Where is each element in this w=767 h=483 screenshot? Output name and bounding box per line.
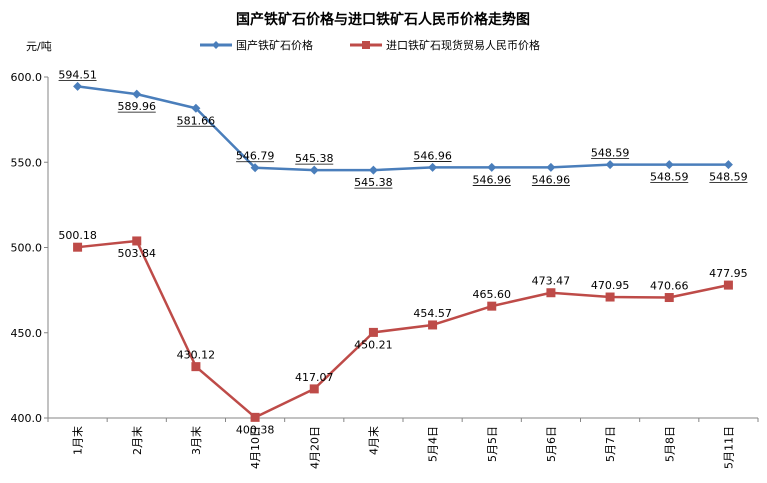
data-label: 545.38 (354, 176, 393, 189)
x-tick-label: 5月11日 (722, 426, 735, 469)
series-2-point (605, 292, 615, 302)
series-1-point (487, 162, 497, 172)
data-label: 450.21 (354, 338, 393, 351)
data-label: 477.95 (709, 267, 748, 280)
series-2-point (664, 293, 674, 303)
data-label: 546.96 (532, 173, 571, 186)
chart-title: 国产铁矿石价格与进口铁矿石人民币价格走势图 (236, 11, 530, 28)
data-label: 400.38 (236, 423, 275, 436)
series-2-point (428, 320, 438, 330)
series-2-point (73, 242, 83, 252)
x-tick-label: 5月8日 (663, 426, 676, 462)
series-1-point (664, 160, 674, 170)
y-axis-label: 元/吨 (26, 40, 52, 53)
x-tick-label: 4月10日 (249, 426, 262, 469)
series-2-point (132, 236, 142, 246)
data-label: 503.84 (118, 247, 157, 260)
x-tick-label: 4月末 (366, 426, 380, 455)
y-tick-label: 450.0 (11, 327, 43, 340)
data-label: 470.66 (650, 280, 689, 293)
y-tick-label: 500.0 (11, 242, 43, 255)
data-label: 548.59 (591, 147, 630, 160)
data-label: 548.59 (709, 171, 748, 184)
data-label: 546.79 (236, 150, 275, 163)
series-1-point (309, 165, 319, 175)
series-line-2 (77, 239, 729, 419)
data-label: 470.95 (591, 279, 630, 292)
x-tick-label: 2月末 (130, 426, 144, 455)
data-label: 548.59 (650, 171, 689, 184)
series-1-point (428, 162, 438, 172)
series-1-point (191, 103, 201, 113)
x-tick-label: 1月末 (71, 426, 85, 455)
legend-label-2: 进口铁矿石现货贸易人民币价格 (386, 38, 540, 52)
y-tick-label: 550.0 (11, 156, 43, 169)
series-1-point (132, 89, 142, 99)
series-1-point (723, 160, 733, 170)
data-label: 465.60 (473, 288, 512, 301)
series-2-point (368, 327, 378, 337)
legend-label-1: 国产铁矿石价格 (236, 38, 313, 52)
series-1-point (250, 163, 260, 173)
x-tick-label: 5月6日 (545, 426, 558, 462)
series-2-point (250, 412, 260, 422)
data-label: 581.66 (177, 114, 216, 127)
data-label: 417.07 (295, 371, 334, 384)
data-label: 546.96 (413, 149, 452, 162)
series-1-point (605, 160, 615, 170)
x-tick-label: 5月5日 (486, 426, 499, 462)
data-label: 546.96 (473, 173, 512, 186)
data-label: 473.47 (532, 275, 571, 288)
series-1-point (546, 162, 556, 172)
y-tick-label: 600.0 (11, 71, 43, 84)
x-tick-label: 3月末 (189, 426, 203, 455)
series-1-point (73, 81, 83, 91)
x-tick-label: 5月7日 (604, 426, 617, 462)
data-label: 500.18 (58, 229, 97, 242)
series-2-point (309, 384, 319, 394)
legend-marker-2 (362, 41, 370, 49)
data-label: 545.38 (295, 152, 334, 165)
x-tick-label: 4月20日 (308, 426, 321, 469)
data-label: 430.12 (177, 349, 216, 362)
series-2-point (191, 362, 201, 372)
series-line-1 (77, 85, 729, 172)
data-label: 594.51 (58, 68, 97, 81)
y-tick-label: 400.0 (11, 412, 43, 425)
series-2-point (723, 280, 733, 290)
series-2-point (487, 301, 497, 311)
series-2-point (546, 288, 556, 298)
data-label: 589.96 (118, 100, 157, 113)
x-tick-label: 5月4日 (427, 426, 440, 462)
series-1-point (368, 165, 378, 175)
legend-marker-1 (212, 41, 220, 49)
data-label: 454.57 (413, 307, 452, 320)
